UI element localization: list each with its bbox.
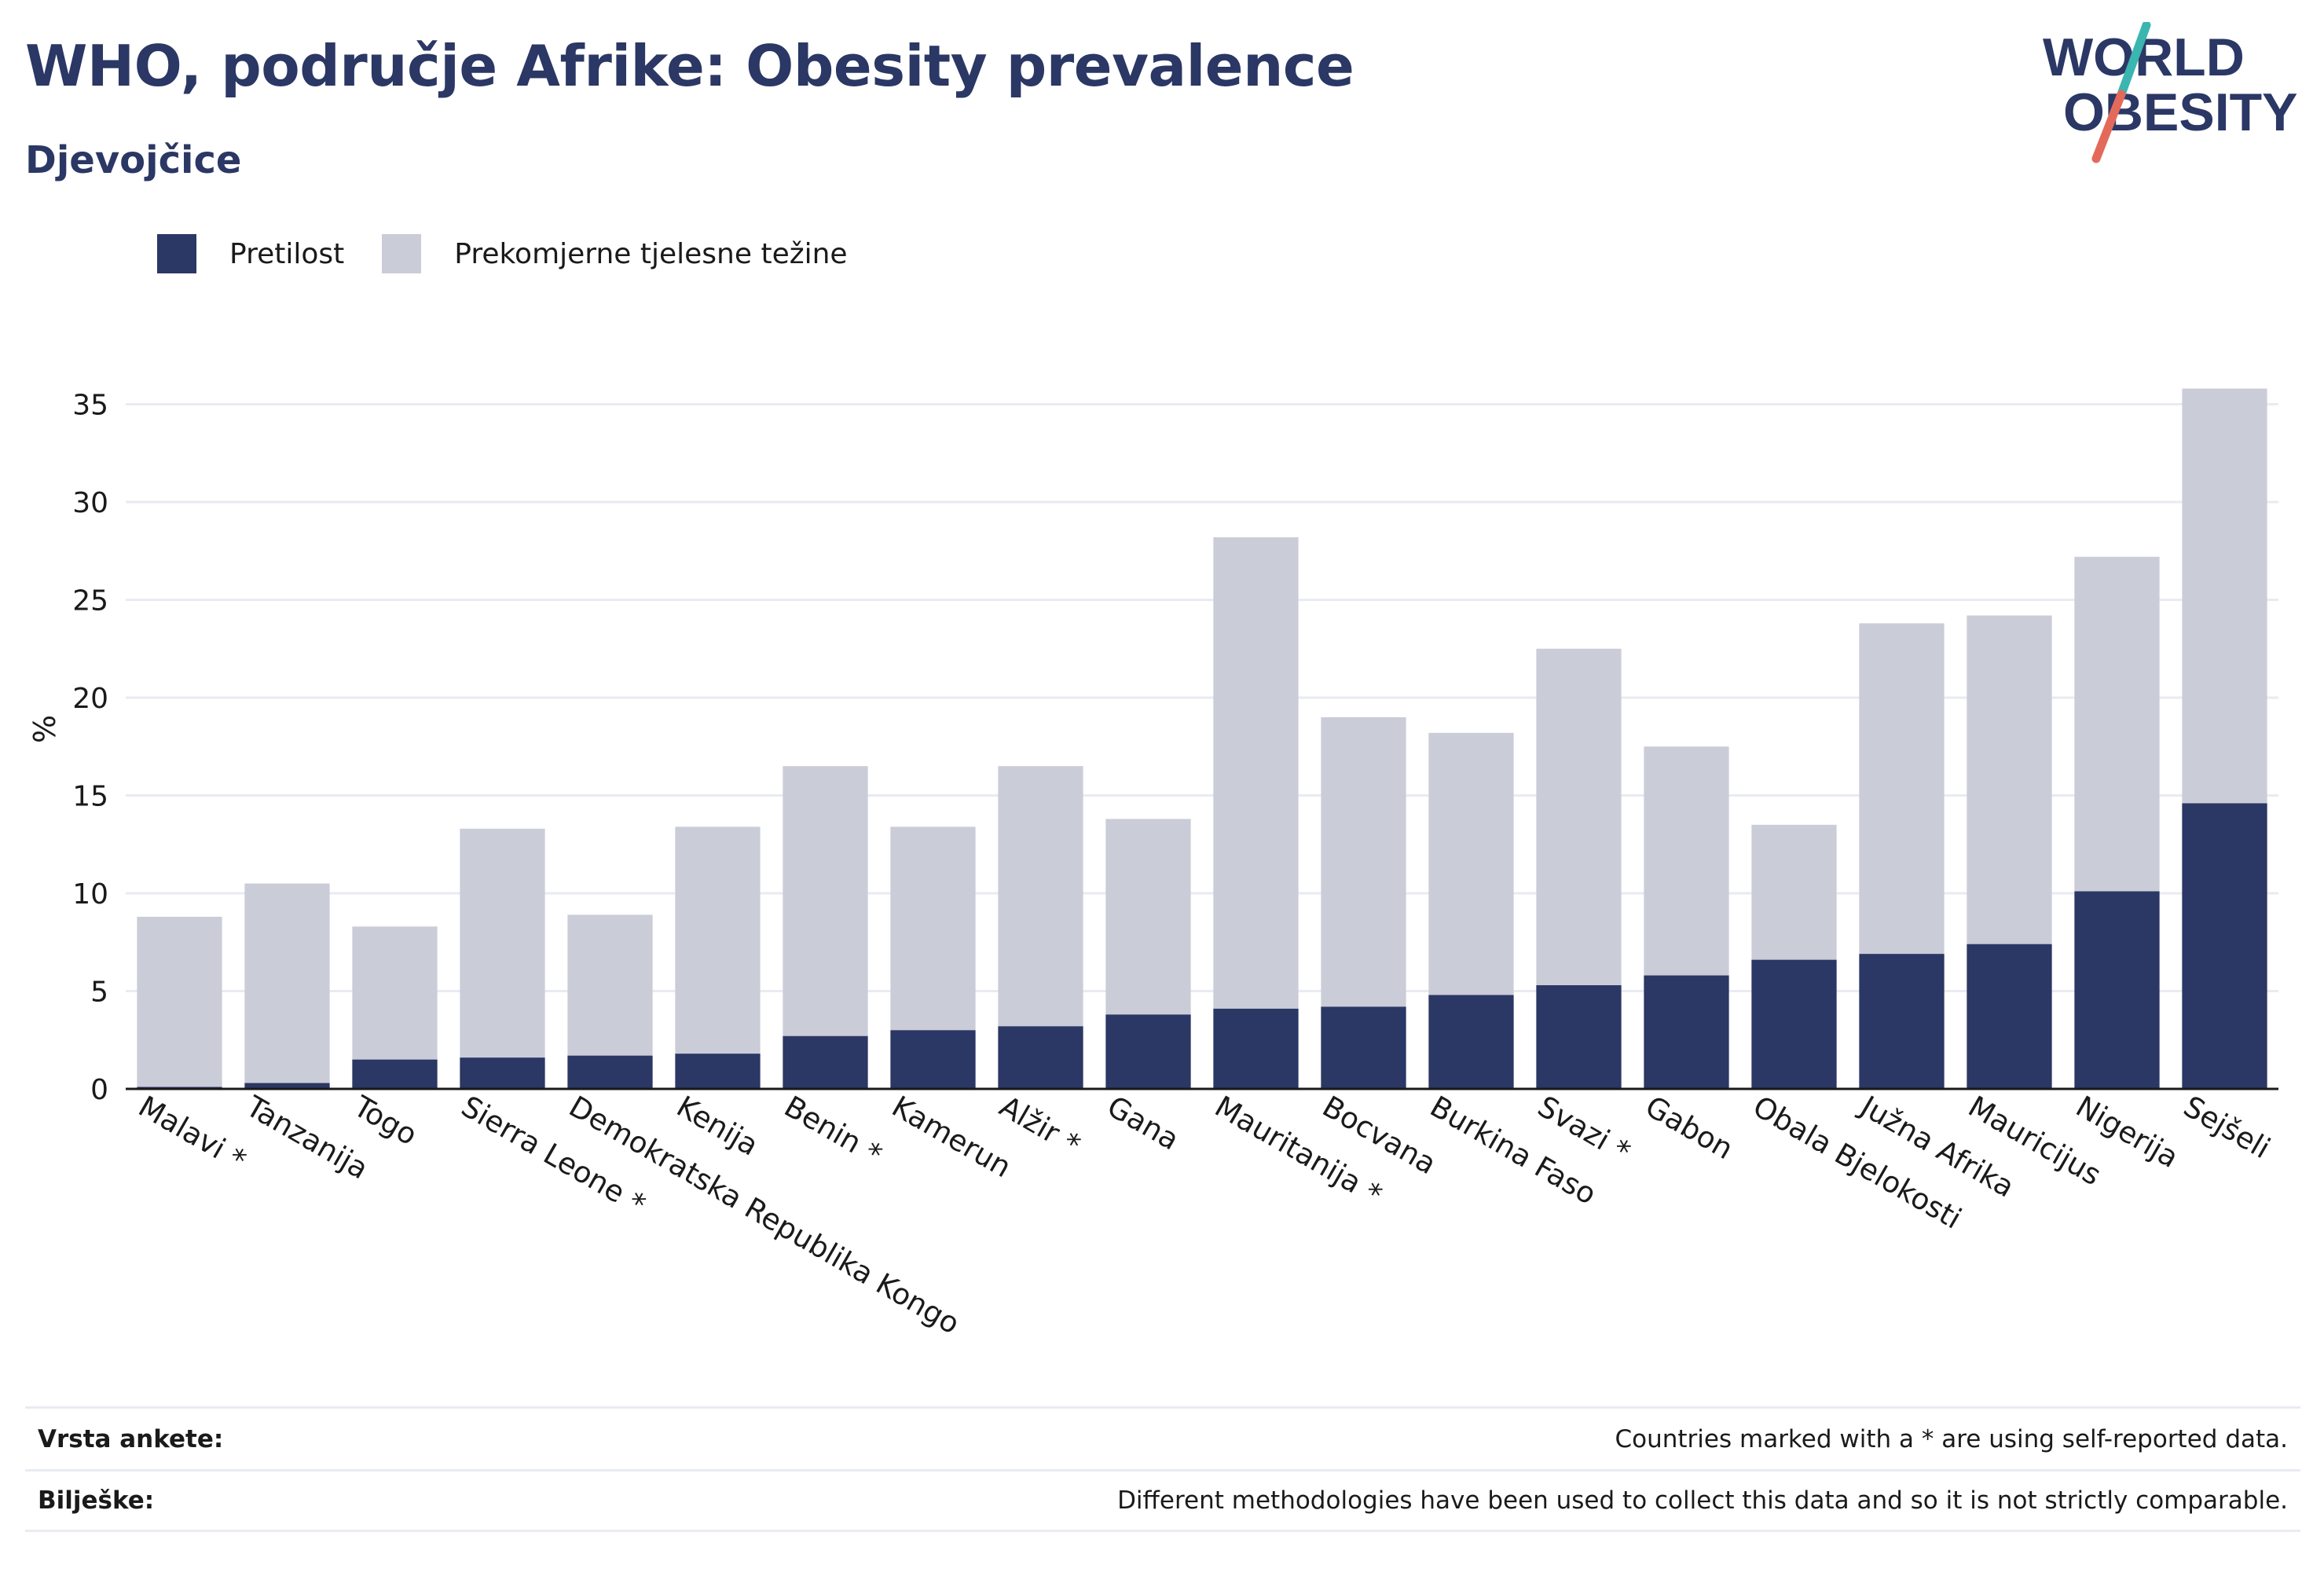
bar-obesity[interactable]	[352, 1059, 438, 1089]
footer-key-survey-type: Vrsta ankete:	[38, 1424, 224, 1453]
logo-slash-teal	[2117, 22, 2151, 99]
bar-obesity[interactable]	[1644, 975, 1729, 1089]
legend-item-obesity[interactable]: Pretilost	[157, 234, 344, 273]
world-obesity-logo: WORLD OBESITY	[2043, 22, 2298, 163]
y-tick-label: 20	[72, 683, 108, 715]
bar-obesity[interactable]	[2074, 891, 2160, 1089]
bar-obesity[interactable]	[1428, 995, 1514, 1089]
legend-swatch-overweight	[382, 234, 422, 273]
bar-obesity[interactable]	[1321, 1006, 1406, 1089]
legend-swatch-obesity	[157, 234, 196, 273]
bar-obesity[interactable]	[1105, 1014, 1191, 1089]
bar-overweight[interactable]	[783, 766, 868, 1089]
footer-row-notes: Bilješke: Different methodologies have b…	[25, 1469, 2300, 1532]
footer-key-notes: Bilješke:	[38, 1486, 155, 1515]
x-tick-label: Sierra Leone *	[456, 1090, 651, 1222]
y-tick-label: 5	[90, 977, 108, 1009]
chart-footer: Vrsta ankete: Countries marked with a * …	[25, 1406, 2300, 1532]
x-tick-label: Gabon	[1640, 1090, 1739, 1167]
bar-obesity[interactable]	[1213, 1008, 1299, 1089]
gridlines	[126, 403, 2278, 992]
x-tick-label: Kamerun	[886, 1090, 1017, 1185]
legend-label-obesity: Pretilost	[229, 237, 345, 270]
bar-overweight[interactable]	[460, 828, 545, 1089]
bar-obesity[interactable]	[890, 1030, 976, 1089]
legend-label-overweight: Prekomjerne tjelesne težine	[454, 237, 848, 270]
y-tick-label: 15	[72, 781, 108, 813]
footer-row-survey-type: Vrsta ankete: Countries marked with a * …	[25, 1406, 2300, 1469]
y-axis-label: %	[27, 715, 62, 743]
legend-item-overweight[interactable]: Prekomjerne tjelesne težine	[382, 234, 848, 273]
bar-overweight[interactable]	[1213, 537, 1299, 1089]
logo-slash-coral	[2091, 90, 2126, 163]
bar-obesity[interactable]	[460, 1057, 545, 1089]
y-tick-label: 0	[90, 1074, 108, 1106]
x-tick-label: Sejšeli	[2178, 1090, 2276, 1166]
footer-value-notes: Different methodologies have been used t…	[1117, 1486, 2288, 1515]
x-tick-label: Tanzanija	[240, 1089, 374, 1186]
x-tick-label: Togo	[347, 1089, 423, 1152]
x-tick-label: Gana	[1102, 1090, 1185, 1157]
bar-obesity[interactable]	[567, 1055, 653, 1089]
chart-subtitle: Djevojčice	[25, 138, 242, 182]
bar-overweight[interactable]	[137, 916, 222, 1089]
x-tick-label: Benin *	[779, 1090, 888, 1172]
bar-obesity[interactable]	[244, 1083, 330, 1089]
bar-overweight[interactable]	[244, 883, 330, 1089]
bars	[137, 388, 2267, 1090]
y-tick-label: 35	[72, 390, 108, 422]
bar-obesity[interactable]	[998, 1026, 1083, 1089]
bar-obesity[interactable]	[783, 1035, 868, 1089]
footer-value-survey-type: Countries marked with a * are using self…	[1615, 1424, 2289, 1453]
bar-obesity[interactable]	[675, 1054, 761, 1089]
bar-obesity[interactable]	[2182, 803, 2267, 1089]
bar-obesity[interactable]	[1967, 944, 2052, 1089]
y-tick-label: 30	[72, 487, 108, 519]
chart-legend: Pretilost Prekomjerne tjelesne težine	[157, 234, 885, 273]
bar-obesity[interactable]	[1859, 954, 1945, 1089]
bar-overweight[interactable]	[675, 826, 761, 1089]
y-tick-label: 10	[72, 878, 108, 911]
y-tick-label: 25	[72, 585, 108, 618]
x-tick-label: Malavi *	[133, 1090, 251, 1178]
bar-obesity[interactable]	[1751, 959, 1837, 1089]
bar-obesity[interactable]	[1536, 985, 1622, 1089]
chart-title: WHO, područje Afrike: Obesity prevalence	[25, 33, 1354, 99]
